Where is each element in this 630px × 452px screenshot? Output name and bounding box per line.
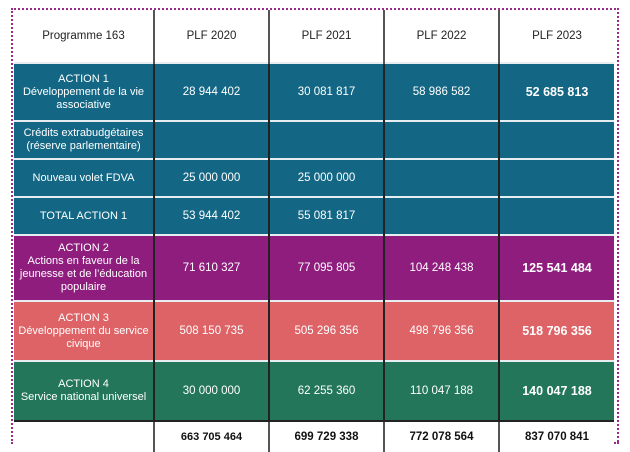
table-row: Nouveau volet FDVA 25 000 000 25 000 000 bbox=[14, 158, 614, 197]
row-label: Nouveau volet FDVA bbox=[14, 158, 154, 197]
cell-value bbox=[153, 120, 269, 159]
table-row: ACTION 3 Développement du service civique 5… bbox=[14, 300, 614, 361]
row-label-line: jeunesse et de l’éducation bbox=[19, 268, 148, 280]
table-row: ACTION 1 Développement de la vie associati… bbox=[14, 62, 614, 121]
total-label bbox=[14, 420, 154, 452]
dotted-frame-right bbox=[617, 8, 619, 442]
cell-value bbox=[498, 158, 614, 197]
row-label: ACTION 4 Service national universel bbox=[14, 360, 154, 421]
row-label-line: (réserve parlementaire) bbox=[26, 140, 141, 152]
cell-value: 110 047 188 bbox=[383, 360, 499, 421]
row-label-line: Développement du service bbox=[18, 324, 149, 337]
cell-value: 140 047 188 bbox=[498, 360, 614, 421]
table-row: ACTION 2 Actions en faveur de la jeunesse … bbox=[14, 234, 614, 301]
cell-value: 58 986 582 bbox=[383, 62, 499, 121]
column-header: PLF 2020 bbox=[153, 10, 269, 63]
cell-value: 28 944 402 bbox=[153, 62, 269, 121]
row-label-line: Service national universel bbox=[20, 391, 147, 403]
row-label-line: Nouveau volet FDVA bbox=[32, 171, 135, 184]
cell-value: 505 296 356 bbox=[268, 300, 384, 361]
row-label-line: Crédits extrabudgétaires bbox=[23, 127, 144, 139]
column-header: Programme 163 bbox=[42, 29, 125, 42]
total-value: 837 070 841 bbox=[498, 420, 614, 452]
row-label: ACTION 2 Actions en faveur de la jeunesse … bbox=[14, 234, 154, 301]
total-value: 663 705 464 bbox=[153, 420, 269, 452]
cell-value: 52 685 813 bbox=[498, 62, 614, 121]
total-value: 772 078 564 bbox=[383, 420, 499, 452]
row-label: ACTION 3 Développement du service civique bbox=[14, 300, 154, 361]
total-value: 699 729 338 bbox=[268, 420, 384, 452]
row-label: TOTAL ACTION 1 bbox=[14, 196, 154, 235]
table-row: TOTAL ACTION 1 53 944 402 55 081 817 bbox=[14, 196, 614, 235]
row-label-line: TOTAL ACTION 1 bbox=[39, 209, 128, 222]
cell-value: 498 796 356 bbox=[383, 300, 499, 361]
cell-value: 518 796 356 bbox=[498, 300, 614, 361]
table-row: ACTION 4 Service national universel 30 000… bbox=[14, 360, 614, 421]
cell-value: 25 000 000 bbox=[153, 158, 269, 197]
column-header: PLF 2022 bbox=[383, 10, 499, 63]
header-row: Programme 163 PLF 2020 PLF 2021 PLF 2022 PLF… bbox=[14, 10, 614, 63]
cell-value: 30 000 000 bbox=[153, 360, 269, 421]
cell-value bbox=[383, 120, 499, 159]
cell-value: 62 255 360 bbox=[268, 360, 384, 421]
row-label-line: ACTION 2 bbox=[58, 242, 109, 254]
table-row: Crédits extrabudgétaires (réserve parleme… bbox=[14, 120, 614, 159]
cell-value bbox=[383, 196, 499, 235]
cell-value: 71 610 327 bbox=[153, 234, 269, 301]
cell-value: 125 541 484 bbox=[498, 234, 614, 301]
row-label-line: civique bbox=[66, 337, 101, 350]
row-label-line: Développement de la vie bbox=[22, 85, 145, 98]
cell-value: 53 944 402 bbox=[153, 196, 269, 235]
column-header: PLF 2021 bbox=[268, 10, 384, 63]
row-label-line: ACTION 4 bbox=[58, 378, 109, 390]
row-label-line: populaire bbox=[60, 281, 107, 293]
cell-value bbox=[268, 120, 384, 159]
row-label: Crédits extrabudgétaires (réserve parleme… bbox=[14, 120, 154, 159]
budget-table: Programme 163 PLF 2020 PLF 2021 PLF 2022 PLF… bbox=[14, 10, 614, 452]
row-label: ACTION 1 Développement de la vie associati… bbox=[14, 62, 154, 121]
cell-value: 104 248 438 bbox=[383, 234, 499, 301]
cell-value: 508 150 735 bbox=[153, 300, 269, 361]
row-label-line: Actions en faveur de la bbox=[27, 255, 140, 267]
cell-value: 77 095 805 bbox=[268, 234, 384, 301]
cell-value: 30 081 817 bbox=[268, 62, 384, 121]
cell-value: 55 081 817 bbox=[268, 196, 384, 235]
total-row: 663 705 464 699 729 338 772 078 564 837 070… bbox=[14, 420, 614, 452]
row-label-line: associative bbox=[56, 98, 111, 111]
row-label-line: ACTION 3 bbox=[58, 311, 109, 324]
cell-value bbox=[498, 120, 614, 159]
cell-value: 25 000 000 bbox=[268, 158, 384, 197]
cell-value bbox=[383, 158, 499, 197]
cell-value bbox=[498, 196, 614, 235]
column-header: PLF 2023 bbox=[498, 10, 614, 63]
row-label-line: ACTION 1 bbox=[58, 72, 109, 85]
